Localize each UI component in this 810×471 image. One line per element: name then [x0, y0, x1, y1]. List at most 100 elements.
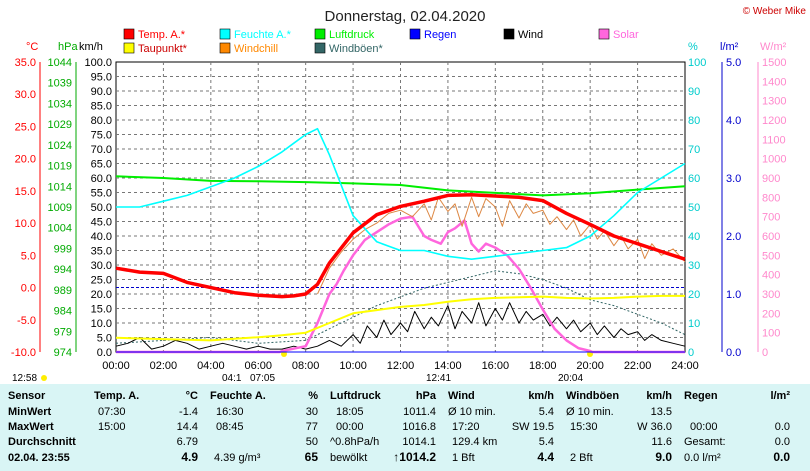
stats-unit: km/h	[528, 390, 554, 402]
x-tick-label: 14:00	[434, 360, 462, 372]
stats-unit: hPa	[415, 390, 436, 402]
stats-col-temp: Temp. A. °C 07:30 -1.4 15:00 14.4 6.79 4…	[90, 384, 202, 471]
solar-tick-label: 300	[762, 289, 780, 301]
axis-unit: km/h	[79, 41, 103, 53]
pressure-tick-label: 999	[54, 243, 72, 255]
stats-value: 0.0	[774, 421, 790, 433]
legend-swatch	[219, 28, 231, 40]
stats-value: 1011.4	[403, 406, 436, 418]
stats-col-gusts: Windböen km/h Ø 10 min. 13.5 15:30 W 36.…	[562, 384, 676, 471]
legend-label: Feuchte A.*	[234, 29, 292, 41]
rain-tick-label: 2.0	[726, 231, 741, 243]
wind-tick-label: 65.0	[91, 159, 112, 171]
solar-tick-label: 1400	[762, 76, 786, 88]
wind-tick-label: 0.0	[97, 347, 112, 359]
legend-label: Windböen*	[329, 43, 384, 55]
x-tick-label: 16:00	[482, 360, 510, 372]
stats-col-wind: Wind km/h Ø 10 min. 5.4 17:20 SW 19.5 12…	[444, 384, 558, 471]
stats-time: 00:00	[336, 421, 364, 433]
series-line	[115, 270, 686, 344]
legend-label: Temp. A.*	[138, 29, 186, 41]
stats-col-humidity: Feuchte A. % 16:30 30 08:45 77 50 4.39 g…	[206, 384, 322, 471]
solar-tick-label: 400	[762, 270, 780, 282]
sun-time-label: 12:41	[426, 373, 451, 384]
wind-tick-label: 5.0	[97, 333, 112, 345]
stats-col-rain: Regen l/m² 00:00 0.0 Gesamt: 0.0 0.0 l/m…	[680, 384, 794, 471]
sun-time-label: 07:05	[250, 373, 275, 384]
solar-tick-label: 200	[762, 308, 780, 320]
chart-title: Donnerstag, 02.04.2020	[325, 8, 486, 25]
legend-swatch	[503, 28, 515, 40]
rain-tick-label: 4.0	[726, 115, 741, 127]
humidity-tick-label: 30	[688, 260, 700, 272]
x-tick-label: 12:00	[387, 360, 415, 372]
humidity-tick-label: 80	[688, 115, 700, 127]
stats-note: Ø 10 min.	[566, 406, 614, 418]
pressure-tick-label: 979	[54, 326, 72, 338]
axis-unit: W/m²	[760, 41, 787, 53]
legend-label: Solar	[613, 29, 639, 41]
wind-tick-label: 90.0	[91, 86, 112, 98]
wind-tick-label: 60.0	[91, 173, 112, 185]
humidity-tick-label: 50	[688, 202, 700, 214]
temp-tick-label: -10.0	[11, 347, 36, 359]
stats-time: 18:05	[336, 406, 364, 418]
humidity-tick-label: 90	[688, 86, 700, 98]
stats-note: bewölkt	[330, 452, 368, 464]
series-line	[115, 302, 686, 350]
solar-tick-label: 1100	[762, 134, 786, 146]
stats-row-label: MinWert	[8, 406, 52, 418]
x-tick-label: 18:00	[529, 360, 557, 372]
wind-tick-label: 100.0	[84, 57, 112, 69]
stats-value: 5.4	[538, 436, 554, 448]
stats-header: Temp. A.	[94, 390, 140, 402]
stats-value: 11.6	[651, 436, 672, 448]
humidity-tick-label: 20	[688, 289, 700, 301]
wind-tick-label: 40.0	[91, 231, 112, 243]
pressure-tick-label: 994	[54, 264, 72, 276]
solar-tick-label: 1500	[762, 57, 786, 69]
pressure-tick-label: 1029	[48, 119, 72, 131]
stats-value: -1.4	[179, 406, 198, 418]
wind-tick-label: 30.0	[91, 260, 112, 272]
wind-tick-label: 95.0	[91, 72, 112, 84]
solar-tick-label: 1200	[762, 115, 786, 127]
stats-unit: l/m²	[770, 390, 790, 402]
temp-tick-label: 15.0	[15, 186, 36, 198]
temp-tick-label: -5.0	[17, 315, 36, 327]
stats-value: 13.5	[650, 406, 672, 418]
rain-tick-label: 3.0	[726, 173, 741, 185]
stats-panel: Sensor MinWert MaxWert Durchschnitt 02.0…	[0, 384, 810, 471]
temp-tick-label: 20.0	[15, 154, 36, 166]
series-line	[116, 215, 685, 354]
stats-value: 0.0	[774, 436, 790, 448]
temp-tick-label: 5.0	[21, 250, 36, 262]
stats-value: 1014.1	[402, 436, 436, 448]
temp-tick-label: 0.0	[21, 283, 36, 295]
stats-header: Sensor	[8, 390, 46, 402]
solar-tick-label: 600	[762, 231, 780, 243]
humidity-tick-label: 40	[688, 231, 700, 243]
stats-header: Wind	[448, 390, 475, 402]
wind-tick-label: 35.0	[91, 246, 112, 258]
pressure-tick-label: 1009	[48, 202, 72, 214]
x-tick-label: 06:00	[244, 360, 272, 372]
stats-note: Gesamt:	[684, 436, 726, 448]
pressure-tick-label: 1004	[48, 223, 72, 235]
stats-value: 1016.8	[402, 421, 436, 433]
stats-value: 77	[305, 421, 318, 433]
stats-current: ↑1014.2	[393, 450, 436, 464]
x-tick-label: 04:00	[197, 360, 225, 372]
wind-tick-label: 75.0	[91, 130, 112, 142]
temp-tick-label: 10.0	[15, 218, 36, 230]
stats-value: 5.4	[538, 406, 554, 418]
legend-label: Windchill	[234, 43, 278, 55]
axis-unit: °C	[26, 41, 38, 53]
pressure-tick-label: 1044	[48, 57, 72, 69]
brand: © Weber Mike	[743, 6, 807, 17]
stats-value: 50	[305, 436, 318, 448]
axis-unit: l/m²	[720, 41, 739, 53]
x-tick-label: 20:00	[576, 360, 604, 372]
stats-header: Luftdruck	[330, 390, 381, 402]
rain-tick-label: 1.0	[726, 289, 741, 301]
